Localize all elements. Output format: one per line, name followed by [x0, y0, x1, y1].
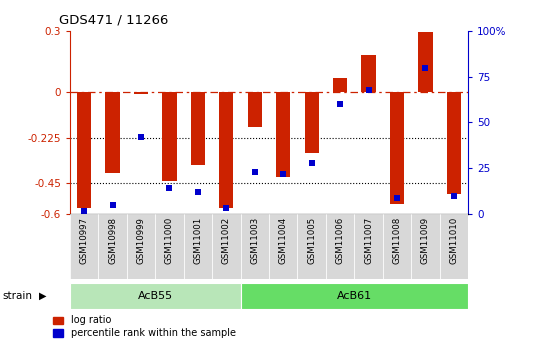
Bar [362, 56, 376, 92]
Bar [326, 214, 355, 279]
Text: GSM11002: GSM11002 [222, 217, 231, 264]
Point [307, 160, 316, 166]
Point [165, 186, 174, 191]
Point [194, 189, 202, 195]
Text: GSM11009: GSM11009 [421, 217, 430, 264]
Bar [440, 214, 468, 279]
Bar [383, 214, 411, 279]
Bar [98, 214, 127, 279]
Bar [333, 78, 347, 92]
Text: GSM11008: GSM11008 [392, 217, 401, 264]
Bar [155, 214, 183, 279]
Bar [220, 92, 233, 208]
Bar [191, 92, 205, 165]
Text: GSM10999: GSM10999 [137, 217, 146, 264]
Point [251, 169, 259, 175]
Bar [77, 92, 91, 208]
Text: strain: strain [3, 291, 33, 301]
Bar [162, 92, 176, 181]
Point [279, 171, 287, 176]
Text: GSM11005: GSM11005 [307, 217, 316, 264]
Bar [390, 92, 404, 204]
Bar [127, 214, 155, 279]
Text: AcB61: AcB61 [337, 291, 372, 301]
Text: GSM11000: GSM11000 [165, 217, 174, 264]
Bar [240, 214, 269, 279]
Bar [70, 283, 240, 309]
Bar [447, 92, 461, 194]
Text: AcB55: AcB55 [138, 291, 173, 301]
Point [393, 196, 401, 201]
Point [222, 206, 231, 211]
Bar [276, 92, 291, 177]
Point [80, 208, 88, 214]
Bar [269, 214, 298, 279]
Bar [212, 214, 240, 279]
Text: GSM11007: GSM11007 [364, 217, 373, 264]
Bar [183, 214, 212, 279]
Bar [305, 92, 318, 153]
Point [108, 202, 117, 207]
Bar [70, 214, 98, 279]
Bar [355, 214, 383, 279]
Text: GSM11006: GSM11006 [336, 217, 345, 264]
Bar [105, 92, 119, 173]
Point [336, 101, 344, 107]
Text: GSM10997: GSM10997 [80, 217, 89, 264]
Text: GSM11003: GSM11003 [250, 217, 259, 264]
Bar [411, 214, 440, 279]
Bar [247, 92, 262, 127]
Point [364, 87, 373, 92]
Text: GSM11010: GSM11010 [449, 217, 458, 264]
Point [450, 193, 458, 198]
Bar [418, 32, 433, 92]
Text: GSM11001: GSM11001 [193, 217, 202, 264]
Text: ▶: ▶ [39, 291, 47, 301]
Text: GDS471 / 11266: GDS471 / 11266 [59, 14, 168, 27]
Point [137, 134, 145, 140]
Bar [298, 214, 326, 279]
Point [421, 65, 430, 70]
Bar [134, 92, 148, 94]
Text: GSM11004: GSM11004 [279, 217, 288, 264]
Legend: log ratio, percentile rank within the sample: log ratio, percentile rank within the sa… [53, 315, 236, 338]
Text: GSM10998: GSM10998 [108, 217, 117, 264]
Bar [240, 283, 468, 309]
